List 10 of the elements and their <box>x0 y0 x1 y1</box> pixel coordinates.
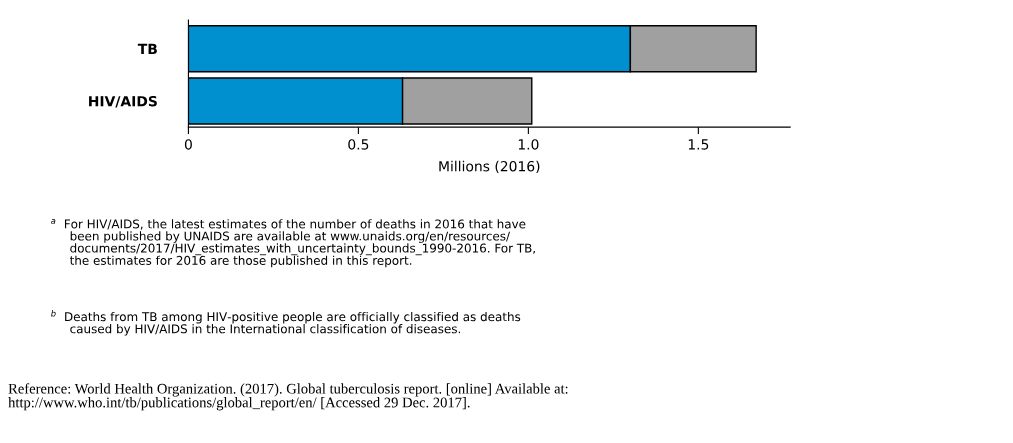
text: $^{a}$ For HIV/AIDS, the latest estimates of the number of deaths in 2016 that have been published by UNAIDS are available at www.unaids.org/en/resources/ documents/2017/HIV_estimates_with_uncertainty_bounds_1990-2016. For TB, the estimates for 2016 are those published in this report. <box>51 219 535 268</box>
x-axis-title: Millions (2016) <box>439 160 540 174</box>
x-tick-label: 0 <box>184 139 192 150</box>
y-tick-label: TB <box>137 43 157 54</box>
x-tick-label: 1.0 <box>518 139 539 150</box>
text: $^{b}$ Deaths from TB among HIV-positive people are officially classified as deaths caused by HIV/AIDS in the International classification of diseases. <box>51 310 521 336</box>
x-tick-label: 1.5 <box>688 139 709 150</box>
x-tick-label: 0.5 <box>348 139 369 150</box>
text: Reference: World Health Organization. (2017). Global tuberculosis report. [online] Available at: http://www.who.int/tb/publications/global_report/en/ [Accessed 29 Dec. 2017]. <box>8 383 568 411</box>
y-tick-label: HIV/AIDS <box>89 95 157 108</box>
